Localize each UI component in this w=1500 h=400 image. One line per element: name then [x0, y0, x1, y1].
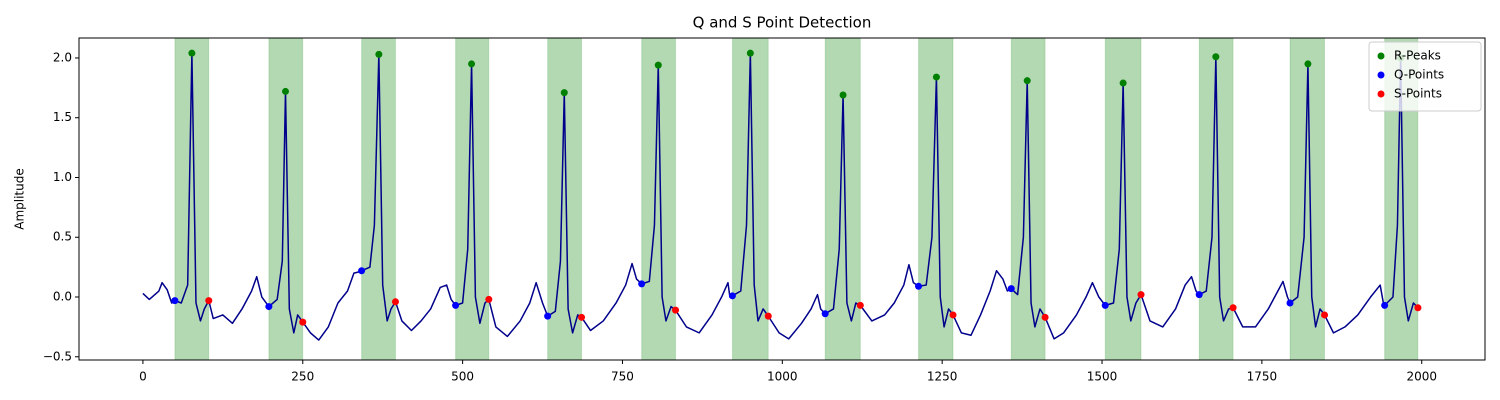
point [560, 89, 568, 97]
point [299, 318, 307, 326]
point [654, 61, 662, 69]
x-tick-label: 250 [291, 370, 314, 384]
point [1137, 291, 1145, 299]
point [468, 60, 476, 68]
point [1041, 313, 1049, 321]
x-tick-label: 1750 [1247, 370, 1278, 384]
chart-title: Q and S Point Detection [693, 14, 872, 32]
point [188, 49, 196, 57]
point [821, 310, 829, 318]
point [1229, 304, 1237, 312]
point [1195, 291, 1203, 299]
point [915, 282, 923, 290]
point [452, 301, 460, 309]
qs-span [268, 37, 304, 361]
qs-span [1010, 37, 1046, 361]
x-tick-label: 1500 [1087, 370, 1118, 384]
point [672, 306, 680, 314]
point [544, 312, 552, 320]
legend-label: S-Points [1394, 87, 1442, 101]
x-tick-label: 500 [451, 370, 474, 384]
point [949, 311, 957, 319]
y-tick-label: 2.0 [53, 50, 72, 64]
point [171, 297, 179, 305]
y-tick-label: 1.0 [53, 170, 72, 184]
y-tick-label: 0.5 [53, 230, 72, 244]
y-axis-label: Amplitude [13, 168, 27, 230]
point [839, 91, 847, 99]
legend-label: R-Peaks [1394, 49, 1441, 63]
point [1212, 53, 1220, 61]
y-tick-label: 1.5 [53, 110, 72, 124]
y-tick-label: −0.5 [43, 349, 72, 363]
y-tick-label: 0.0 [53, 290, 72, 304]
point [375, 50, 383, 58]
point [485, 295, 493, 303]
legend-label: Q-Points [1394, 68, 1444, 82]
point [281, 87, 289, 95]
point [1286, 299, 1294, 307]
point [1304, 60, 1312, 68]
x-tick-label: 2000 [1406, 370, 1437, 384]
point [1321, 311, 1329, 319]
point [1007, 285, 1015, 293]
point [728, 292, 736, 300]
point [746, 49, 754, 57]
point [391, 298, 399, 306]
x-tick-label: 750 [611, 370, 634, 384]
point [1101, 301, 1109, 309]
qs-span [547, 37, 583, 361]
point [932, 73, 940, 81]
x-tick-label: 0 [139, 370, 147, 384]
point [1119, 79, 1127, 87]
point [638, 280, 646, 288]
x-tick-label: 1250 [927, 370, 958, 384]
x-tick-label: 1000 [767, 370, 798, 384]
legend-marker [1377, 71, 1385, 79]
legend-marker [1377, 90, 1385, 98]
qs-span [641, 37, 677, 361]
point [265, 303, 273, 311]
point [856, 301, 864, 309]
point [764, 312, 772, 320]
point [1414, 304, 1422, 312]
legend-marker [1377, 52, 1385, 60]
point [1381, 301, 1389, 309]
point [358, 267, 366, 275]
legend-box [1368, 41, 1482, 112]
point [578, 313, 586, 321]
legend: R-Peaks Q-Points S-Points [1368, 41, 1482, 112]
point [1023, 77, 1031, 85]
qs-span [824, 37, 861, 361]
point [205, 297, 213, 305]
